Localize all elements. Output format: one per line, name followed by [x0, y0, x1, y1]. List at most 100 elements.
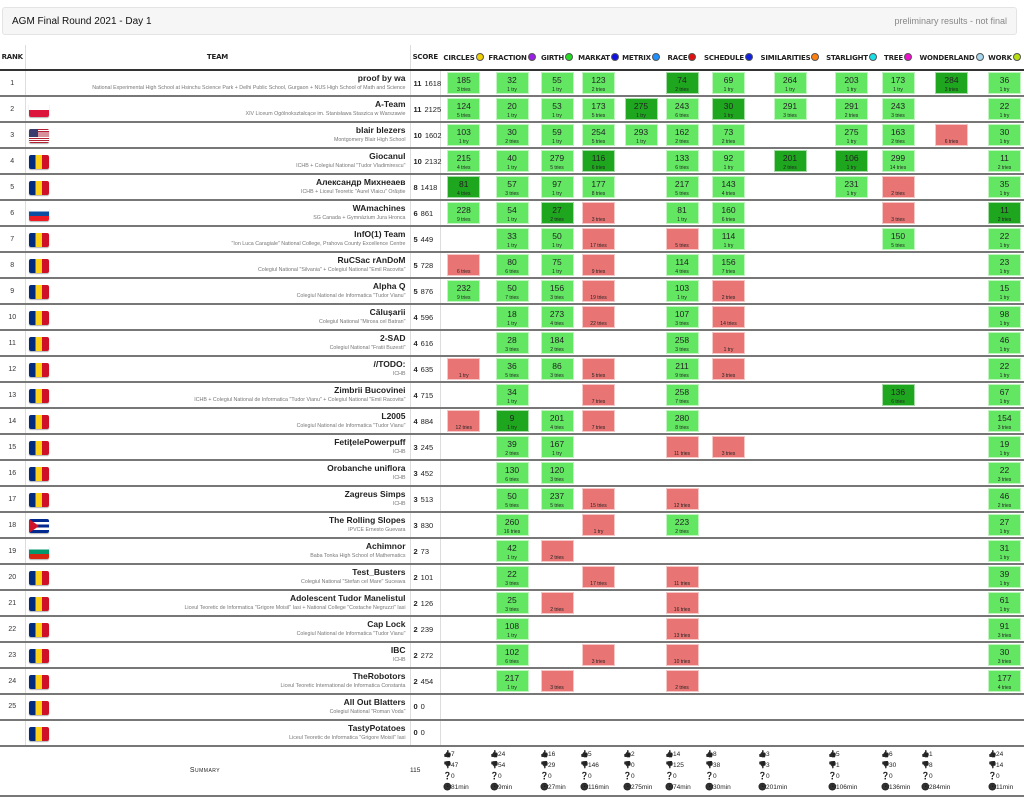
result-solved[interactable]: 114 1 try	[712, 228, 745, 250]
result-failed[interactable]: 17 tries	[582, 228, 615, 250]
result-solved[interactable]: 22 1 try	[988, 98, 1021, 120]
result-failed[interactable]: 3 tries	[540, 670, 574, 692]
result-solved[interactable]: 280 8 tries	[665, 410, 699, 432]
result-solved[interactable]: 42 1 try	[495, 540, 529, 562]
problem-header-metrix[interactable]: METRIX	[620, 45, 662, 71]
team-name[interactable]: Călușarii	[369, 307, 406, 317]
team-name[interactable]: proof by wa	[357, 73, 406, 83]
problem-header-markat[interactable]: MARKAT	[577, 45, 620, 71]
team-name[interactable]: RuCSac rAnDoM	[337, 255, 406, 265]
result-solved[interactable]: 34 1 try	[495, 384, 529, 406]
result-solved[interactable]: 162 2 tries	[665, 124, 699, 146]
result-solved[interactable]: 124 5 tries	[447, 98, 481, 120]
result-failed[interactable]: 12 tries	[447, 410, 481, 432]
team-name[interactable]: FetițelePowerpuff	[334, 437, 406, 447]
result-solved[interactable]: 22 1 try	[988, 358, 1021, 380]
result-solved[interactable]: 143 4 tries	[712, 176, 745, 198]
problem-header-wonderland[interactable]: WONDERLAND	[918, 45, 985, 71]
result-first[interactable]: 136 6 tries	[881, 384, 915, 406]
result-solved[interactable]: 177 8 tries	[582, 176, 615, 198]
result-solved[interactable]: 103 1 try	[665, 280, 699, 302]
result-solved[interactable]: 291 3 tries	[773, 98, 807, 120]
result-failed[interactable]: 1 try	[582, 514, 615, 536]
result-solved[interactable]: 33 1 try	[495, 228, 529, 250]
team-name[interactable]: IBC	[390, 645, 406, 655]
result-solved[interactable]: 19 1 try	[988, 436, 1021, 458]
result-solved[interactable]: 215 4 tries	[447, 150, 481, 172]
result-solved[interactable]: 36 1 try	[988, 72, 1021, 94]
result-failed[interactable]: 10 tries	[665, 644, 699, 666]
result-solved[interactable]: 30 2 tries	[495, 124, 529, 146]
result-solved[interactable]: 173 1 try	[881, 72, 915, 94]
result-solved[interactable]: 299 14 tries	[881, 150, 915, 172]
result-solved[interactable]: 123 2 tries	[582, 72, 615, 94]
result-solved[interactable]: 243 6 tries	[665, 98, 699, 120]
result-solved[interactable]: 50 5 tries	[495, 488, 529, 510]
result-solved[interactable]: 291 2 tries	[835, 98, 868, 120]
result-solved[interactable]: 114 4 tries	[665, 254, 699, 276]
result-failed[interactable]: 14 tries	[712, 306, 745, 328]
result-solved[interactable]: 237 5 tries	[540, 488, 574, 510]
result-first[interactable]: 74 2 tries	[665, 72, 699, 94]
result-solved[interactable]: 22 3 tries	[988, 462, 1021, 484]
result-failed[interactable]: 17 tries	[582, 566, 615, 588]
result-solved[interactable]: 39 2 tries	[495, 436, 529, 458]
result-solved[interactable]: 28 3 tries	[495, 332, 529, 354]
result-solved[interactable]: 69 1 try	[712, 72, 745, 94]
result-solved[interactable]: 293 1 try	[624, 124, 658, 146]
result-solved[interactable]: 11 2 tries	[988, 150, 1021, 172]
result-solved[interactable]: 35 1 try	[988, 176, 1021, 198]
result-failed[interactable]: 5 tries	[582, 358, 615, 380]
result-solved[interactable]: 59 1 try	[540, 124, 574, 146]
team-name[interactable]: A-Team	[374, 99, 406, 109]
result-solved[interactable]: 154 3 tries	[988, 410, 1021, 432]
result-failed[interactable]: 6 tries	[447, 254, 481, 276]
result-failed[interactable]: 1 try	[712, 332, 745, 354]
result-solved[interactable]: 228 9 tries	[447, 202, 481, 224]
result-failed[interactable]: 15 tries	[582, 488, 615, 510]
problem-header-starlight[interactable]: STARLIGHT	[825, 45, 878, 71]
result-solved[interactable]: 232 9 tries	[447, 280, 481, 302]
result-solved[interactable]: 133 6 tries	[665, 150, 699, 172]
result-failed[interactable]: 2 tries	[540, 540, 574, 562]
result-first[interactable]: 9 1 try	[495, 410, 529, 432]
result-first[interactable]: 284 3 tries	[935, 72, 968, 94]
result-solved[interactable]: 25 3 tries	[495, 592, 529, 614]
team-name[interactable]: The Rolling Slopes	[328, 515, 406, 525]
result-solved[interactable]: 80 6 tries	[495, 254, 529, 276]
problem-header-similarities[interactable]: SIMILARITIES	[755, 45, 825, 71]
result-solved[interactable]: 30 1 try	[988, 124, 1021, 146]
result-solved[interactable]: 18 1 try	[495, 306, 529, 328]
result-failed[interactable]: 2 tries	[881, 176, 915, 198]
result-solved[interactable]: 81 1 try	[665, 202, 699, 224]
result-solved[interactable]: 22 1 try	[988, 228, 1021, 250]
result-solved[interactable]: 53 1 try	[540, 98, 574, 120]
result-solved[interactable]: 264 1 try	[773, 72, 807, 94]
result-solved[interactable]: 185 3 tries	[447, 72, 481, 94]
team-name[interactable]: TheRobotors	[352, 671, 406, 681]
team-name[interactable]: Orobanche uniflora	[327, 463, 406, 473]
result-failed[interactable]: 11 tries	[665, 566, 699, 588]
team-name[interactable]: WAmachines	[352, 203, 406, 213]
result-first[interactable]: 116 6 tries	[582, 150, 615, 172]
result-failed[interactable]: 7 tries	[582, 410, 615, 432]
result-solved[interactable]: 201 4 tries	[540, 410, 574, 432]
team-name[interactable]: Cap Lock	[367, 619, 406, 629]
result-solved[interactable]: 40 1 try	[495, 150, 529, 172]
result-solved[interactable]: 279 5 tries	[540, 150, 574, 172]
result-solved[interactable]: 102 6 tries	[495, 644, 529, 666]
result-solved[interactable]: 97 1 try	[540, 176, 574, 198]
result-failed[interactable]: 13 tries	[665, 618, 699, 640]
result-solved[interactable]: 98 1 try	[988, 306, 1021, 328]
team-name[interactable]: Zagreus Simps	[344, 489, 406, 499]
team-name[interactable]: Александр Михнеаев	[315, 177, 406, 187]
result-failed[interactable]: 12 tries	[665, 488, 699, 510]
result-solved[interactable]: 120 3 tries	[540, 462, 574, 484]
result-solved[interactable]: 36 5 tries	[495, 358, 529, 380]
result-solved[interactable]: 273 4 tries	[540, 306, 574, 328]
result-solved[interactable]: 217 1 try	[495, 670, 529, 692]
result-failed[interactable]: 5 tries	[665, 228, 699, 250]
result-solved[interactable]: 260 16 tries	[495, 514, 529, 536]
result-failed[interactable]: 22 tries	[582, 306, 615, 328]
result-solved[interactable]: 57 3 tries	[495, 176, 529, 198]
